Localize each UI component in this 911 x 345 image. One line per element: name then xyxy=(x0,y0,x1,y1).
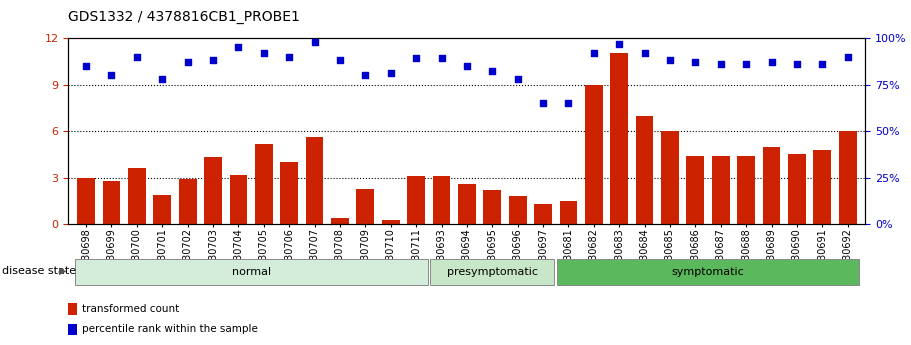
Point xyxy=(485,69,499,74)
Bar xyxy=(356,188,374,224)
Point xyxy=(155,76,169,82)
Bar xyxy=(687,156,704,224)
Point xyxy=(384,71,398,76)
Bar xyxy=(75,259,427,285)
Bar xyxy=(711,156,730,224)
Point xyxy=(561,100,576,106)
Point xyxy=(587,50,601,56)
Point xyxy=(510,76,525,82)
Point xyxy=(840,54,855,59)
Bar xyxy=(559,201,578,224)
Bar xyxy=(737,156,755,224)
Point xyxy=(638,50,652,56)
Bar xyxy=(306,137,323,224)
Bar xyxy=(610,53,628,224)
Point xyxy=(536,100,550,106)
Bar xyxy=(153,195,171,224)
Point xyxy=(104,72,118,78)
Bar xyxy=(407,176,425,224)
Text: symptomatic: symptomatic xyxy=(671,267,744,277)
Point xyxy=(180,59,195,65)
Point xyxy=(206,58,220,63)
Point xyxy=(739,61,753,67)
Point xyxy=(815,61,830,67)
Text: disease state: disease state xyxy=(2,266,76,276)
Bar xyxy=(430,259,555,285)
Bar xyxy=(68,304,77,315)
Text: normal: normal xyxy=(231,267,271,277)
Bar xyxy=(661,131,679,224)
Bar xyxy=(382,220,400,224)
Bar xyxy=(281,162,298,224)
Bar xyxy=(763,147,781,224)
Bar xyxy=(814,150,831,224)
Text: presymptomatic: presymptomatic xyxy=(446,267,537,277)
Point xyxy=(257,50,271,56)
Bar xyxy=(255,144,272,224)
Point xyxy=(409,56,424,61)
Point xyxy=(688,59,702,65)
Bar xyxy=(77,178,95,224)
Bar xyxy=(331,218,349,224)
Point xyxy=(79,63,94,69)
Text: percentile rank within the sample: percentile rank within the sample xyxy=(82,324,258,334)
Bar xyxy=(230,175,247,224)
Bar xyxy=(788,155,806,224)
Point xyxy=(129,54,144,59)
Point xyxy=(333,58,347,63)
Text: ▶: ▶ xyxy=(59,266,67,276)
Point xyxy=(790,61,804,67)
Text: GDS1332 / 4378816CB1_PROBE1: GDS1332 / 4378816CB1_PROBE1 xyxy=(68,10,301,24)
Bar xyxy=(204,157,222,224)
Point xyxy=(231,45,246,50)
Point xyxy=(612,41,627,46)
Bar xyxy=(839,131,856,224)
Bar xyxy=(636,116,653,224)
Point xyxy=(307,39,322,45)
Point xyxy=(764,59,779,65)
Point xyxy=(281,54,296,59)
Bar xyxy=(433,176,450,224)
Bar xyxy=(128,168,146,224)
Bar xyxy=(68,324,77,335)
Bar xyxy=(508,196,527,224)
Bar xyxy=(585,85,603,224)
Bar xyxy=(179,179,197,224)
Bar xyxy=(458,184,476,224)
Bar xyxy=(534,204,552,224)
Point xyxy=(435,56,449,61)
Point xyxy=(662,58,677,63)
Bar xyxy=(103,181,120,224)
Bar xyxy=(557,259,859,285)
Point xyxy=(358,72,373,78)
Point xyxy=(459,63,474,69)
Bar xyxy=(484,190,501,224)
Text: transformed count: transformed count xyxy=(82,304,179,314)
Point xyxy=(713,61,728,67)
